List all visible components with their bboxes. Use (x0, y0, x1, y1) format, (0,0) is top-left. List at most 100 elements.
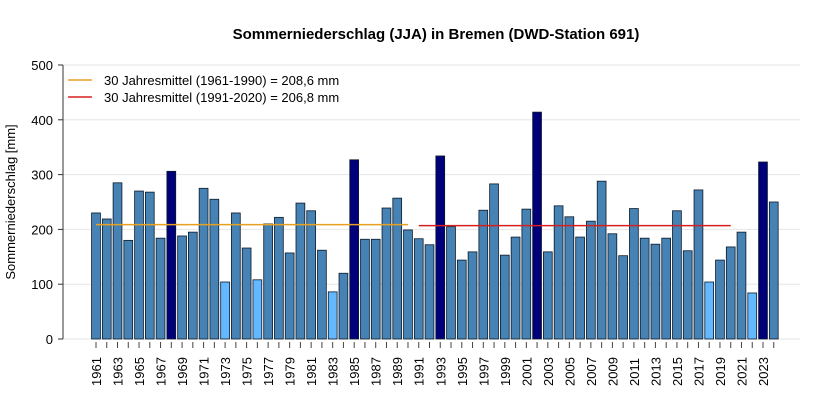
x-tick-label: 2003 (541, 357, 556, 386)
bar-1976 (252, 279, 263, 340)
bar-1991 (413, 238, 424, 340)
x-tick-label: 2005 (562, 357, 577, 386)
bar-2018 (704, 281, 715, 340)
bar-2008 (596, 180, 607, 340)
x-tick-label: 1969 (175, 357, 190, 386)
bar-2022 (747, 292, 758, 340)
x-tick-label: 1991 (412, 357, 427, 386)
bar-1965 (134, 190, 144, 340)
bar-1971 (198, 187, 209, 340)
bar-1985 (349, 159, 360, 340)
y-tick-label: 0 (46, 332, 53, 347)
y-tick-label: 100 (31, 277, 53, 292)
bar-1972 (209, 198, 220, 340)
bar-1981 (306, 210, 316, 340)
y-tick-label: 400 (31, 113, 53, 128)
x-tick-label: 2009 (605, 357, 620, 386)
y-tick-label: 300 (31, 168, 53, 183)
bar-2016 (682, 250, 693, 340)
bar-1998 (489, 183, 499, 340)
bar-1975 (241, 247, 252, 340)
x-tick-label: 2013 (648, 357, 663, 386)
bar-2010 (618, 255, 628, 340)
bar-2004 (553, 205, 564, 340)
bar-2007 (586, 220, 596, 340)
x-tick-label: 2007 (584, 357, 599, 386)
bar-1995 (456, 259, 467, 340)
y-tick-label: 500 (31, 58, 53, 73)
bar-1970 (188, 231, 198, 340)
bar-2023 (758, 161, 768, 340)
bar-1996 (467, 251, 478, 340)
x-tick-label: 1975 (240, 357, 255, 386)
bar-1999 (499, 254, 510, 340)
x-tick-label: 1971 (197, 357, 212, 386)
x-tick-label: 1973 (218, 357, 233, 386)
x-tick-label: 1977 (261, 357, 276, 386)
x-tick-label: 2015 (670, 357, 685, 386)
bar-1994 (446, 226, 456, 340)
bar-2006 (575, 236, 585, 340)
bar-2020 (725, 246, 736, 340)
bar-1980 (295, 202, 306, 340)
bar-1978 (274, 216, 284, 340)
bar-2015 (672, 210, 682, 340)
bar-2001 (521, 208, 532, 340)
x-tick-label: 1985 (347, 357, 362, 386)
bar-1987 (370, 238, 381, 340)
x-tick-label: 1993 (433, 357, 448, 386)
x-tick-label: 1997 (476, 357, 491, 386)
bar-1964 (123, 239, 134, 340)
bar-1961 (91, 212, 101, 340)
bar-2013 (650, 243, 661, 340)
y-tick-label: 200 (31, 222, 53, 237)
x-tick-label: 1967 (154, 357, 169, 386)
x-tick-label: 1995 (455, 357, 470, 386)
legend-label: 30 Jahresmittel (1961-1990) = 208,6 mm (104, 73, 339, 88)
bar-2012 (639, 237, 650, 340)
bar-1967 (155, 237, 166, 340)
bar-1993 (435, 155, 446, 340)
bar-2009 (607, 233, 618, 340)
bar-2024 (768, 201, 779, 340)
x-tick-label: 1965 (132, 357, 147, 386)
bar-2011 (629, 208, 639, 340)
bar-1963 (112, 182, 123, 340)
x-tick-label: 1999 (498, 357, 513, 386)
x-tick-label: 1989 (390, 357, 405, 386)
x-tick-label: 1981 (304, 357, 319, 386)
x-tick-label: 2011 (627, 358, 642, 386)
x-tick-label: 2017 (691, 357, 706, 386)
x-tick-label: 2023 (756, 357, 771, 386)
bar-1984 (338, 272, 349, 340)
chart-title: Sommerniederschlag (JJA) in Bremen (DWD-… (233, 26, 640, 43)
bar-1973 (220, 281, 230, 340)
bar-1968 (166, 170, 177, 340)
bar-1966 (144, 191, 155, 340)
bar-2005 (564, 216, 575, 340)
bar-1992 (424, 244, 435, 340)
x-tick-label: 2019 (713, 357, 728, 386)
bar-1988 (381, 207, 392, 340)
bar-1997 (478, 209, 489, 340)
bar-1990 (403, 229, 413, 340)
bar-1986 (360, 238, 370, 340)
x-tick-label: 2021 (734, 357, 749, 386)
x-tick-label: 2001 (519, 357, 534, 386)
bar-1979 (284, 252, 295, 340)
bar-1983 (327, 291, 338, 340)
x-tick-label: 1979 (283, 357, 298, 386)
bar-1962 (101, 218, 112, 340)
bar-1982 (317, 249, 327, 340)
legend-label: 30 Jahresmittel (1991-2020) = 206,8 mm (104, 90, 339, 105)
x-tick-label: 1961 (89, 357, 104, 386)
bar-2021 (736, 231, 747, 340)
bar-2019 (715, 259, 725, 340)
bar-1989 (392, 197, 403, 340)
bar-1974 (231, 212, 241, 340)
bar-2014 (661, 237, 671, 340)
x-tick-label: 1987 (369, 357, 384, 386)
bar-2017 (693, 189, 704, 340)
